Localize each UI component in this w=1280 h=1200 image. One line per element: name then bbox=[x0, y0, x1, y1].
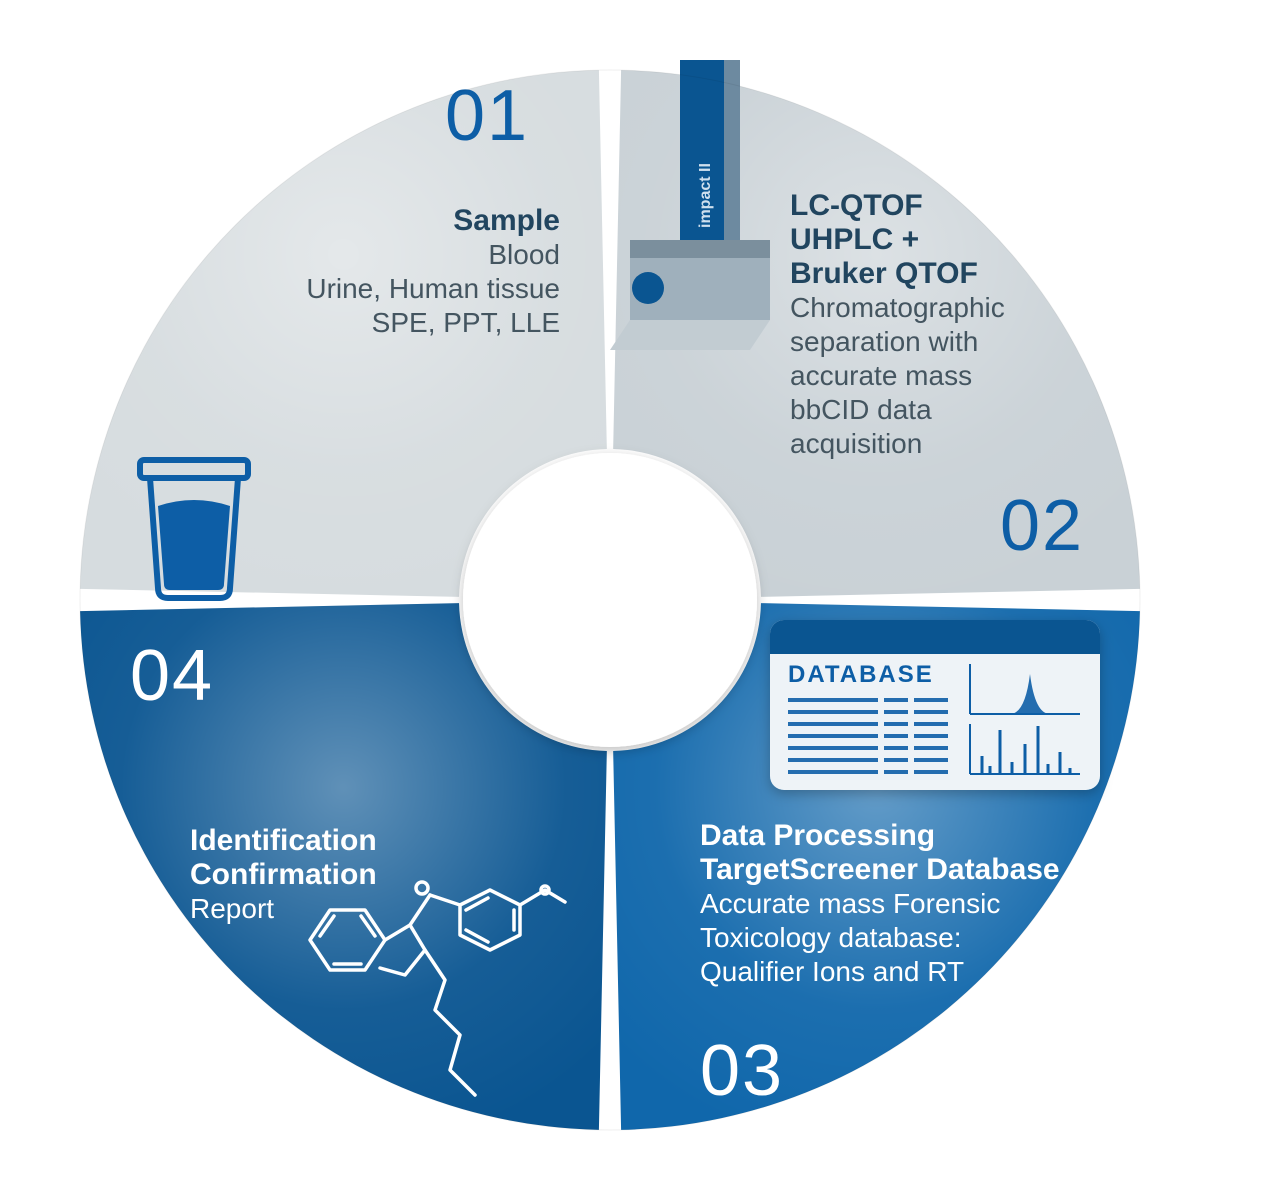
database-panel-icon: DATABASE bbox=[770, 620, 1100, 790]
instrument-label: impact II bbox=[697, 163, 714, 228]
body-q4-0: Report bbox=[190, 893, 274, 924]
body-q3-0: Accurate mass Forensic bbox=[700, 888, 1000, 919]
body-q2-4: acquisition bbox=[790, 428, 922, 459]
title-q4-0: Identification bbox=[190, 824, 377, 857]
body-q2-2: accurate mass bbox=[790, 360, 972, 391]
body-q1-1: Urine, Human tissue bbox=[306, 273, 560, 304]
workflow-donut-diagram: impact II DATABASE 01 SampleBloodUrine, Hum… bbox=[0, 0, 1280, 1200]
body-q2-1: separation with bbox=[790, 326, 978, 357]
title-q2-2: Bruker QTOF bbox=[790, 257, 978, 290]
title-q3-0: Data Processing bbox=[700, 819, 935, 852]
title-q4-1: Confirmation bbox=[190, 858, 377, 891]
title-q3-1: TargetScreener Database bbox=[700, 853, 1060, 886]
body-q1-2: SPE, PPT, LLE bbox=[372, 307, 560, 338]
body-q2-3: bbCID data bbox=[790, 394, 932, 425]
body-q3-1: Toxicology database: bbox=[700, 922, 962, 953]
title-q2-1: UHPLC + bbox=[790, 223, 919, 256]
body-q3-2: Qualifier Ions and RT bbox=[700, 956, 964, 987]
title-q1-0: Sample bbox=[453, 204, 560, 237]
database-label: DATABASE bbox=[788, 661, 934, 688]
donut-hole bbox=[463, 453, 757, 747]
body-q1-0: Blood bbox=[488, 239, 560, 270]
step-number-q4: 04 bbox=[130, 636, 214, 716]
step-number-q3: 03 bbox=[700, 1031, 784, 1111]
title-q2-0: LC-QTOF bbox=[790, 189, 923, 222]
step-number-q2: 02 bbox=[1000, 486, 1084, 566]
step-number-q1: 01 bbox=[445, 76, 529, 156]
sample-cup-icon bbox=[140, 460, 248, 598]
body-q2-0: Chromatographic bbox=[790, 292, 1005, 323]
